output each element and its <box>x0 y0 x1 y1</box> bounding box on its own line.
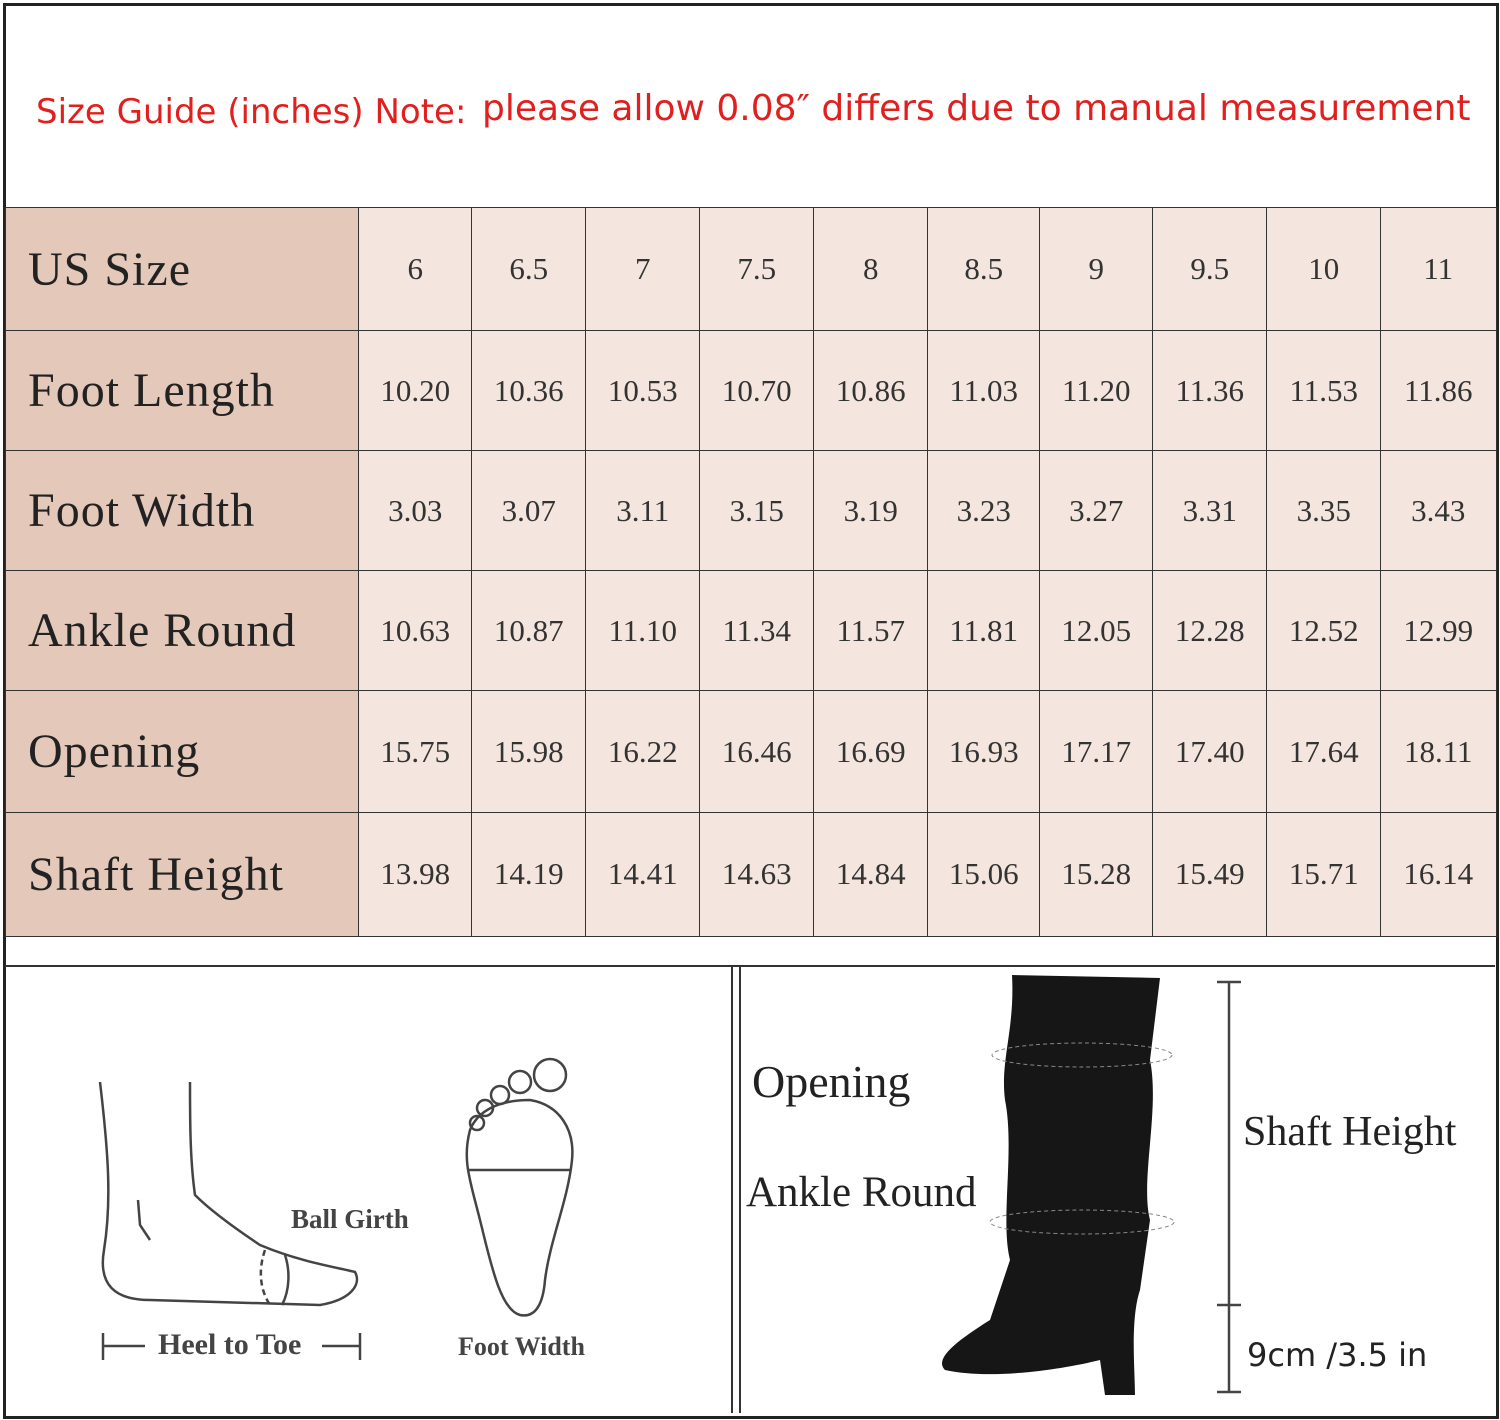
size-value: 15.71 <box>1266 812 1382 937</box>
size-value: 10.86 <box>813 330 929 452</box>
opening: Opening <box>752 1056 911 1107</box>
size-value: 16.93 <box>927 690 1041 814</box>
size-value: 10.53 <box>585 330 701 452</box>
size-value: 3.03 <box>358 450 473 572</box>
size-value: 11.34 <box>699 570 815 692</box>
size-value: 11.36 <box>1152 330 1268 452</box>
size-value: 10.20 <box>358 330 473 452</box>
size-value: 3.31 <box>1152 450 1268 572</box>
size-value: 7 <box>585 207 701 332</box>
row-label: Foot Length <box>5 330 360 452</box>
size-value: 11.53 <box>1266 330 1382 452</box>
row-label: Ankle Round <box>5 570 360 692</box>
size-value: 14.84 <box>813 812 929 937</box>
size-value: 17.64 <box>1266 690 1382 814</box>
ball-girth: Ball Girth <box>291 1204 409 1234</box>
size-value: 10.36 <box>471 330 587 452</box>
row-label: Shaft Height <box>5 812 360 937</box>
size-value: 8 <box>813 207 929 332</box>
note: please allow 0.08″ differs due to manual… <box>482 88 1471 129</box>
size-value: 15.28 <box>1039 812 1154 937</box>
size-value: 11.03 <box>927 330 1041 452</box>
size-value: 3.07 <box>471 450 587 572</box>
size-value: 16.14 <box>1380 812 1497 937</box>
size-value: 12.52 <box>1266 570 1382 692</box>
size-value: 3.11 <box>585 450 701 572</box>
size-value: 15.98 <box>471 690 587 814</box>
row-label: Opening <box>5 690 360 814</box>
size-value: 17.17 <box>1039 690 1154 814</box>
size-value: 9.5 <box>1152 207 1268 332</box>
size-value: 3.35 <box>1266 450 1382 572</box>
size-value: 14.41 <box>585 812 701 937</box>
size-value: 10.63 <box>358 570 473 692</box>
size-value: 16.69 <box>813 690 929 814</box>
size-value: 11.10 <box>585 570 701 692</box>
heel-to-toe: Heel to Toe <box>158 1328 302 1361</box>
size-value: 14.19 <box>471 812 587 937</box>
size-value: 11.81 <box>927 570 1041 692</box>
size-value: 11.20 <box>1039 330 1154 452</box>
size-value: 11 <box>1380 207 1497 332</box>
size-value: 11.57 <box>813 570 929 692</box>
size-value: 14.63 <box>699 812 815 937</box>
title: Size Guide (inches) Note: <box>36 92 467 132</box>
size-value: 3.19 <box>813 450 929 572</box>
size-value: 9 <box>1039 207 1154 332</box>
frame <box>3 3 1499 1419</box>
size-value: 10.70 <box>699 330 815 452</box>
size-value: 15.75 <box>358 690 473 814</box>
size-value: 12.28 <box>1152 570 1268 692</box>
size-value: 3.15 <box>699 450 815 572</box>
size-value: 18.11 <box>1380 690 1497 814</box>
size-value: 7.5 <box>699 207 815 332</box>
size-value: 10.87 <box>471 570 587 692</box>
size-value: 3.23 <box>927 450 1041 572</box>
heel-height: 9cm /3.5 in <box>1247 1336 1428 1374</box>
row-label: Foot Width <box>5 450 360 572</box>
ankle-round: Ankle Round <box>746 1169 977 1216</box>
size-value: 6.5 <box>471 207 587 332</box>
size-value: 15.49 <box>1152 812 1268 937</box>
size-value: 6 <box>358 207 473 332</box>
size-value: 12.99 <box>1380 570 1497 692</box>
row-label: US Size <box>5 207 360 332</box>
foot-width: Foot Width <box>458 1332 585 1361</box>
size-value: 17.40 <box>1152 690 1268 814</box>
bottom-frame <box>5 965 1495 1417</box>
shaft-height: Shaft Height <box>1243 1109 1457 1155</box>
size-value: 8.5 <box>927 207 1041 332</box>
size-value: 11.86 <box>1380 330 1497 452</box>
size-value: 16.46 <box>699 690 815 814</box>
size-value: 16.22 <box>585 690 701 814</box>
size-value: 12.05 <box>1039 570 1154 692</box>
size-value: 3.43 <box>1380 450 1497 572</box>
size-value: 10 <box>1266 207 1382 332</box>
size-value: 13.98 <box>358 812 473 937</box>
size-value: 15.06 <box>927 812 1041 937</box>
size-value: 3.27 <box>1039 450 1154 572</box>
